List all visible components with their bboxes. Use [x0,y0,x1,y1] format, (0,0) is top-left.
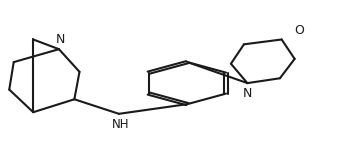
Text: N: N [56,33,65,46]
Text: NH: NH [112,118,129,131]
Text: O: O [294,24,304,37]
Text: N: N [243,87,252,100]
